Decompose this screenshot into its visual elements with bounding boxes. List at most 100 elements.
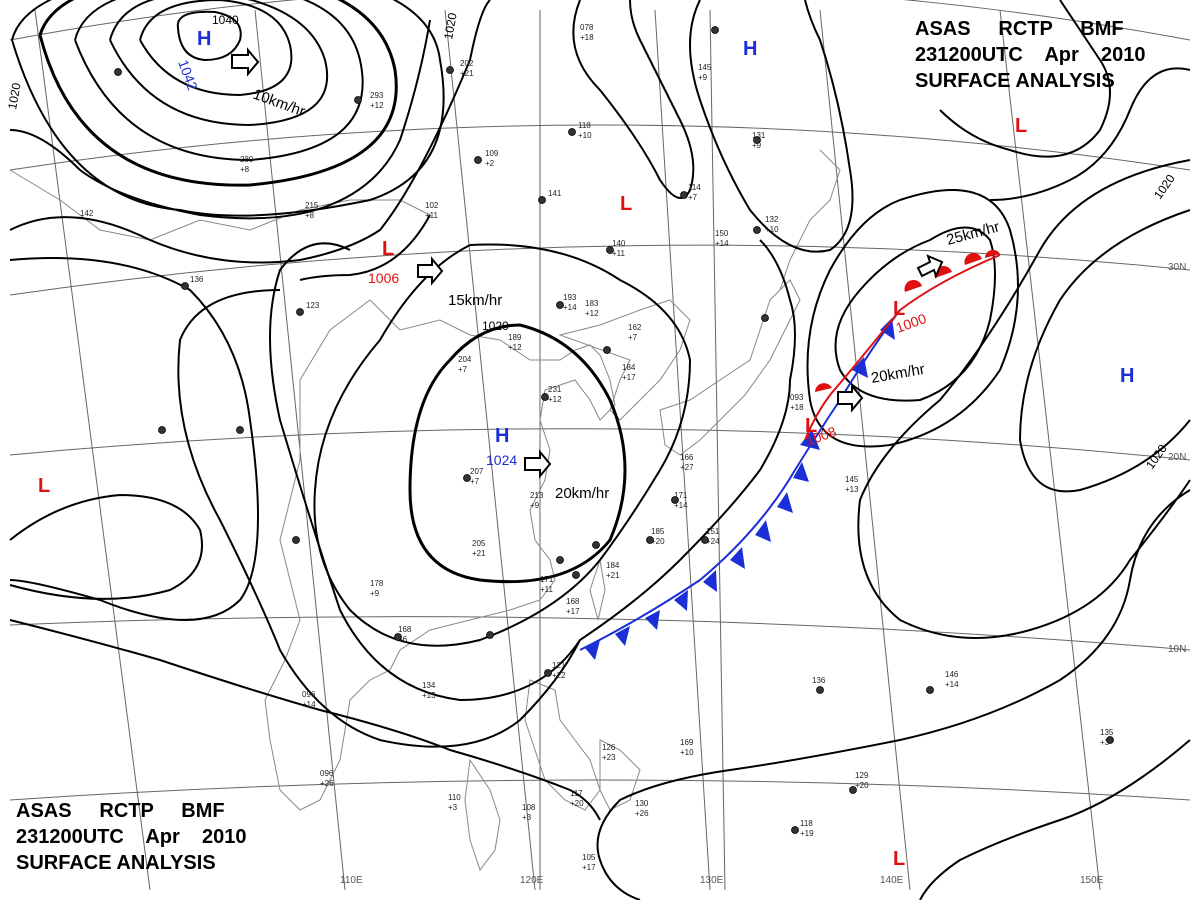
longitude-label: 110E bbox=[340, 875, 363, 886]
isobar bbox=[689, 0, 854, 253]
title-block-top-right: ASAS RCTP BMF 231200UTC Apr 2010 SURFACE… bbox=[915, 16, 1146, 94]
low-pressure-symbol: L bbox=[805, 415, 817, 437]
station-value: +22 bbox=[552, 671, 566, 680]
station-value: +14 bbox=[302, 700, 316, 709]
cold-front bbox=[579, 309, 901, 660]
station-marker bbox=[849, 786, 857, 794]
isobar bbox=[1018, 209, 1191, 493]
station-marker bbox=[463, 474, 471, 482]
station-value: +26 bbox=[320, 779, 334, 788]
station-value: 142 bbox=[80, 209, 94, 218]
title-source: ASAS bbox=[16, 800, 72, 822]
title-station: RCTP bbox=[998, 18, 1053, 40]
station-value: 118 bbox=[578, 121, 591, 130]
station-marker bbox=[296, 308, 304, 316]
station-value: 136 bbox=[812, 676, 826, 685]
station-value: 109 bbox=[485, 149, 499, 158]
title-block-bottom-left: ASAS RCTP BMF 231200UTC Apr 2010 SURFACE… bbox=[16, 798, 247, 876]
isobar bbox=[919, 739, 1191, 900]
station-value: 134 bbox=[422, 681, 436, 690]
station-value: +9 bbox=[752, 141, 762, 150]
station-value: +26 bbox=[635, 809, 649, 818]
station-marker bbox=[354, 96, 362, 104]
station-value: 105 bbox=[582, 853, 596, 862]
title-line-1: ASAS RCTP BMF bbox=[915, 16, 1146, 42]
isobar bbox=[299, 214, 431, 281]
station-value: 150 bbox=[715, 229, 729, 238]
station-value: +10 bbox=[680, 748, 694, 757]
station-value: +9 bbox=[370, 589, 380, 598]
station-value: 184 bbox=[606, 561, 620, 570]
isobar bbox=[139, 0, 293, 97]
station-value: 129 bbox=[855, 771, 869, 780]
station-value: 141 bbox=[548, 189, 562, 198]
station-value: 131 bbox=[752, 131, 766, 140]
station-value: +11 bbox=[425, 211, 439, 220]
station-value: 189 bbox=[508, 333, 522, 342]
longitude-label: 130E bbox=[700, 875, 724, 886]
isobar bbox=[177, 239, 796, 748]
station-value: 293 bbox=[370, 91, 384, 100]
station-value: +12 bbox=[548, 395, 562, 404]
station-marker bbox=[606, 246, 614, 254]
high-pressure-symbol: H bbox=[1120, 365, 1134, 387]
station-value: +8 bbox=[240, 165, 250, 174]
isobar bbox=[939, 0, 1111, 158]
station-value: +3 bbox=[522, 813, 532, 822]
station-value: +14 bbox=[945, 680, 959, 689]
isobar-label: 1040 bbox=[212, 13, 239, 27]
isobar bbox=[408, 323, 627, 584]
station-value: 078 bbox=[580, 23, 594, 32]
high-pressure-symbol: H bbox=[197, 28, 211, 50]
isobar bbox=[857, 159, 1191, 639]
title-line-2: 231200UTC Apr 2010 bbox=[16, 824, 247, 850]
station-marker bbox=[181, 282, 189, 290]
station-marker bbox=[556, 556, 564, 564]
high-pressure-value: 1024 bbox=[486, 452, 517, 468]
isobar bbox=[313, 243, 692, 647]
station-marker bbox=[236, 426, 244, 434]
station-marker bbox=[568, 128, 576, 136]
station-value: +11 bbox=[540, 585, 554, 594]
low-pressure-symbol: L bbox=[1015, 115, 1027, 137]
station-marker bbox=[761, 314, 769, 322]
isobar bbox=[989, 67, 1191, 201]
station-value: +20 bbox=[570, 799, 584, 808]
low-pressure-symbol: L bbox=[38, 475, 50, 497]
longitude-label: 120E bbox=[520, 875, 544, 886]
station-value: 193 bbox=[563, 293, 577, 302]
station-value: 132 bbox=[765, 215, 779, 224]
station-value: +14 bbox=[563, 303, 577, 312]
station-value: 213 bbox=[530, 491, 544, 500]
station-value: +10 bbox=[578, 131, 592, 140]
station-marker bbox=[791, 826, 799, 834]
isobar bbox=[176, 10, 242, 62]
title-type: BMF bbox=[181, 800, 225, 822]
station-value: 151 bbox=[706, 527, 720, 536]
station-value: +24 bbox=[706, 537, 720, 546]
station-value: 204 bbox=[458, 355, 472, 364]
latitude-label: 10N bbox=[1168, 644, 1186, 655]
station-value: +9 bbox=[698, 73, 708, 82]
station-value: +3 bbox=[1100, 738, 1110, 747]
isobar bbox=[109, 0, 329, 127]
station-value: +19 bbox=[800, 829, 814, 838]
station-value: 169 bbox=[680, 738, 694, 747]
station-marker bbox=[592, 541, 600, 549]
title-month: Apr bbox=[1044, 44, 1079, 66]
station-marker bbox=[556, 301, 564, 309]
low-pressure-symbol: L bbox=[893, 848, 905, 870]
station-marker bbox=[646, 536, 654, 544]
station-marker bbox=[114, 68, 122, 76]
warm-front bbox=[804, 249, 1001, 441]
station-value: 171 bbox=[674, 491, 688, 500]
station-marker bbox=[926, 686, 934, 694]
station-value: 185 bbox=[651, 527, 665, 536]
title-line-3: SURFACE ANALYSIS bbox=[915, 70, 1115, 92]
station-value: +14 bbox=[674, 501, 688, 510]
station-value: 114 bbox=[688, 183, 701, 192]
station-marker bbox=[701, 536, 709, 544]
station-value: +9 bbox=[530, 501, 540, 510]
